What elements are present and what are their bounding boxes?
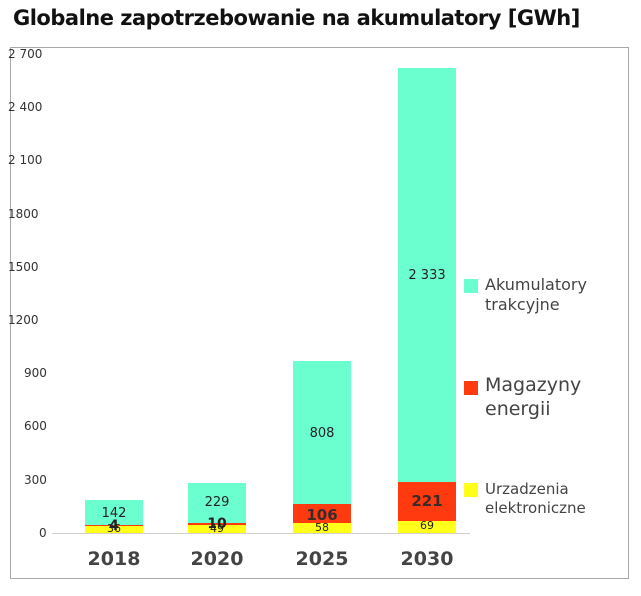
segment-elektroniczne bbox=[398, 521, 456, 533]
label-elektroniczne: 36 bbox=[107, 522, 121, 535]
y-tick-1200: 1200 bbox=[8, 313, 39, 327]
segment-trakcyjne bbox=[398, 68, 456, 482]
x-label-2030: 2030 bbox=[400, 548, 454, 570]
label-trakcyjne: 142 bbox=[101, 506, 127, 521]
x-label-2018: 2018 bbox=[87, 548, 141, 570]
segment-magazyny bbox=[85, 525, 143, 526]
segment-trakcyjne bbox=[85, 500, 143, 525]
bar-2018: 142 4 36 bbox=[85, 500, 143, 535]
segment-magazyny bbox=[188, 523, 246, 525]
label-trakcyjne: 808 bbox=[309, 426, 335, 441]
y-tick-2700: 2 700 bbox=[8, 47, 43, 61]
y-tick-2400: 2 400 bbox=[8, 100, 43, 114]
x-label-2020: 2020 bbox=[190, 548, 244, 570]
legend-label: Magazyny energii bbox=[485, 374, 582, 420]
chart-title: Globalne zapotrzebowanie na akumulatory … bbox=[13, 6, 580, 30]
legend-label: Akumulatory trakcyjne bbox=[485, 275, 587, 314]
label-magazyny: 10 bbox=[207, 516, 227, 532]
y-tick-900: 900 bbox=[24, 366, 47, 380]
segment-elektroniczne bbox=[85, 526, 143, 533]
segment-elektroniczne bbox=[293, 523, 351, 533]
x-axis-line bbox=[52, 533, 470, 534]
segment-trakcyjne bbox=[188, 483, 246, 523]
label-elektroniczne: 49 bbox=[210, 522, 224, 535]
bar-2025: 808 106 58 bbox=[293, 361, 351, 534]
legend-swatch-icon bbox=[464, 381, 478, 395]
legend-label: Urzadzenia elektroniczne bbox=[485, 480, 586, 517]
label-magazyny: 4 bbox=[109, 518, 119, 534]
label-magazyny: 221 bbox=[411, 492, 443, 510]
legend-swatch-icon bbox=[464, 279, 478, 293]
segment-elektroniczne bbox=[188, 525, 246, 533]
y-tick-300: 300 bbox=[24, 473, 47, 487]
y-tick-0: 0 bbox=[39, 526, 47, 540]
bar-2020: 229 10 49 bbox=[188, 483, 246, 535]
chart-frame bbox=[10, 47, 629, 579]
y-tick-600: 600 bbox=[24, 419, 47, 433]
label-elektroniczne: 58 bbox=[315, 521, 329, 534]
y-tick-2100: 2 100 bbox=[8, 153, 43, 167]
label-trakcyjne: 2 333 bbox=[408, 268, 446, 283]
segment-magazyny bbox=[293, 504, 351, 523]
label-magazyny: 106 bbox=[306, 506, 338, 524]
label-elektroniczne: 69 bbox=[420, 519, 434, 532]
legend-swatch-icon bbox=[464, 483, 478, 497]
label-trakcyjne: 229 bbox=[204, 495, 230, 510]
x-label-2025: 2025 bbox=[295, 548, 349, 570]
segment-magazyny bbox=[398, 482, 456, 521]
y-tick-1800: 1800 bbox=[8, 207, 39, 221]
y-tick-1500: 1500 bbox=[8, 260, 39, 274]
bar-2030: 2 333 221 69 bbox=[398, 68, 456, 533]
segment-trakcyjne bbox=[293, 361, 351, 504]
